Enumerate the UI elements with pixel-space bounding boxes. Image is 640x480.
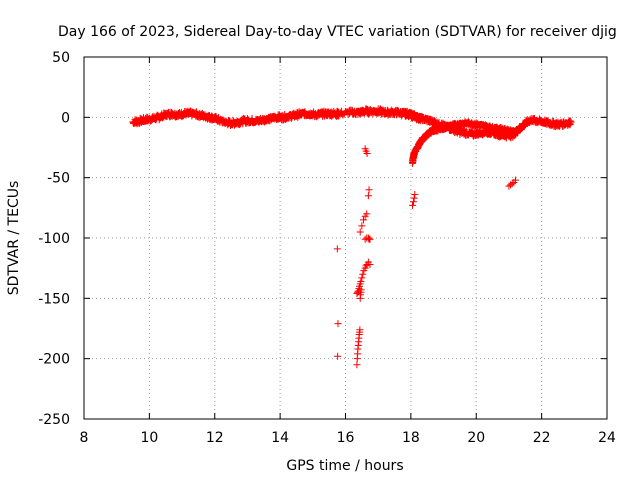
data-point (409, 201, 417, 209)
data-point (508, 180, 516, 188)
data-point (359, 216, 367, 224)
data-points (129, 105, 575, 369)
y-tick-label: -150 (38, 291, 70, 307)
x-tick-label: 16 (337, 430, 355, 446)
data-point (334, 352, 342, 360)
chart-title: Day 166 of 2023, Sidereal Day-to-day VTE… (58, 24, 617, 40)
y-tick-label: 0 (61, 110, 70, 126)
y-tick-label: -200 (38, 352, 70, 368)
data-point (511, 176, 519, 184)
x-tick-label: 18 (402, 430, 420, 446)
data-point (358, 222, 366, 230)
data-point (353, 361, 361, 369)
x-axis-label: GPS time / hours (286, 458, 403, 474)
data-point (363, 150, 371, 158)
data-point (363, 210, 371, 218)
data-point (567, 118, 575, 126)
x-tick-label: 14 (271, 430, 289, 446)
data-point (366, 235, 374, 243)
data-point (334, 320, 342, 328)
data-point (357, 277, 365, 285)
axis-ticks (83, 56, 608, 420)
y-tick-label: -250 (38, 412, 70, 428)
y-tick-label: -50 (47, 171, 70, 187)
data-point (356, 326, 364, 334)
data-point (365, 186, 373, 194)
data-point (354, 288, 362, 296)
x-tick-label: 24 (598, 430, 616, 446)
x-tick-labels: 8 10 12 14 16 18 20 22 24 (80, 430, 616, 446)
data-point (356, 228, 364, 236)
data-point (362, 262, 370, 270)
x-tick-label: 12 (206, 430, 224, 446)
x-tick-label: 22 (533, 430, 551, 446)
data-point (358, 274, 366, 282)
x-tick-label: 10 (140, 430, 158, 446)
data-point (566, 117, 574, 125)
data-point (364, 234, 372, 242)
data-point (333, 245, 341, 253)
y-tick-label: 50 (52, 50, 70, 66)
x-tick-label: 8 (80, 430, 89, 446)
data-point (521, 121, 529, 129)
data-point (366, 261, 374, 269)
data-point (359, 270, 367, 278)
y-axis-label: SDTVAR / TECUs (6, 181, 22, 296)
x-tick-label: 20 (467, 430, 485, 446)
data-point (410, 194, 418, 202)
data-point (409, 198, 417, 206)
data-point (411, 191, 419, 199)
data-point (364, 192, 372, 200)
y-tick-label: -100 (38, 231, 70, 247)
y-tick-labels: -250 -200 -150 -100 -50 0 50 (38, 50, 70, 428)
